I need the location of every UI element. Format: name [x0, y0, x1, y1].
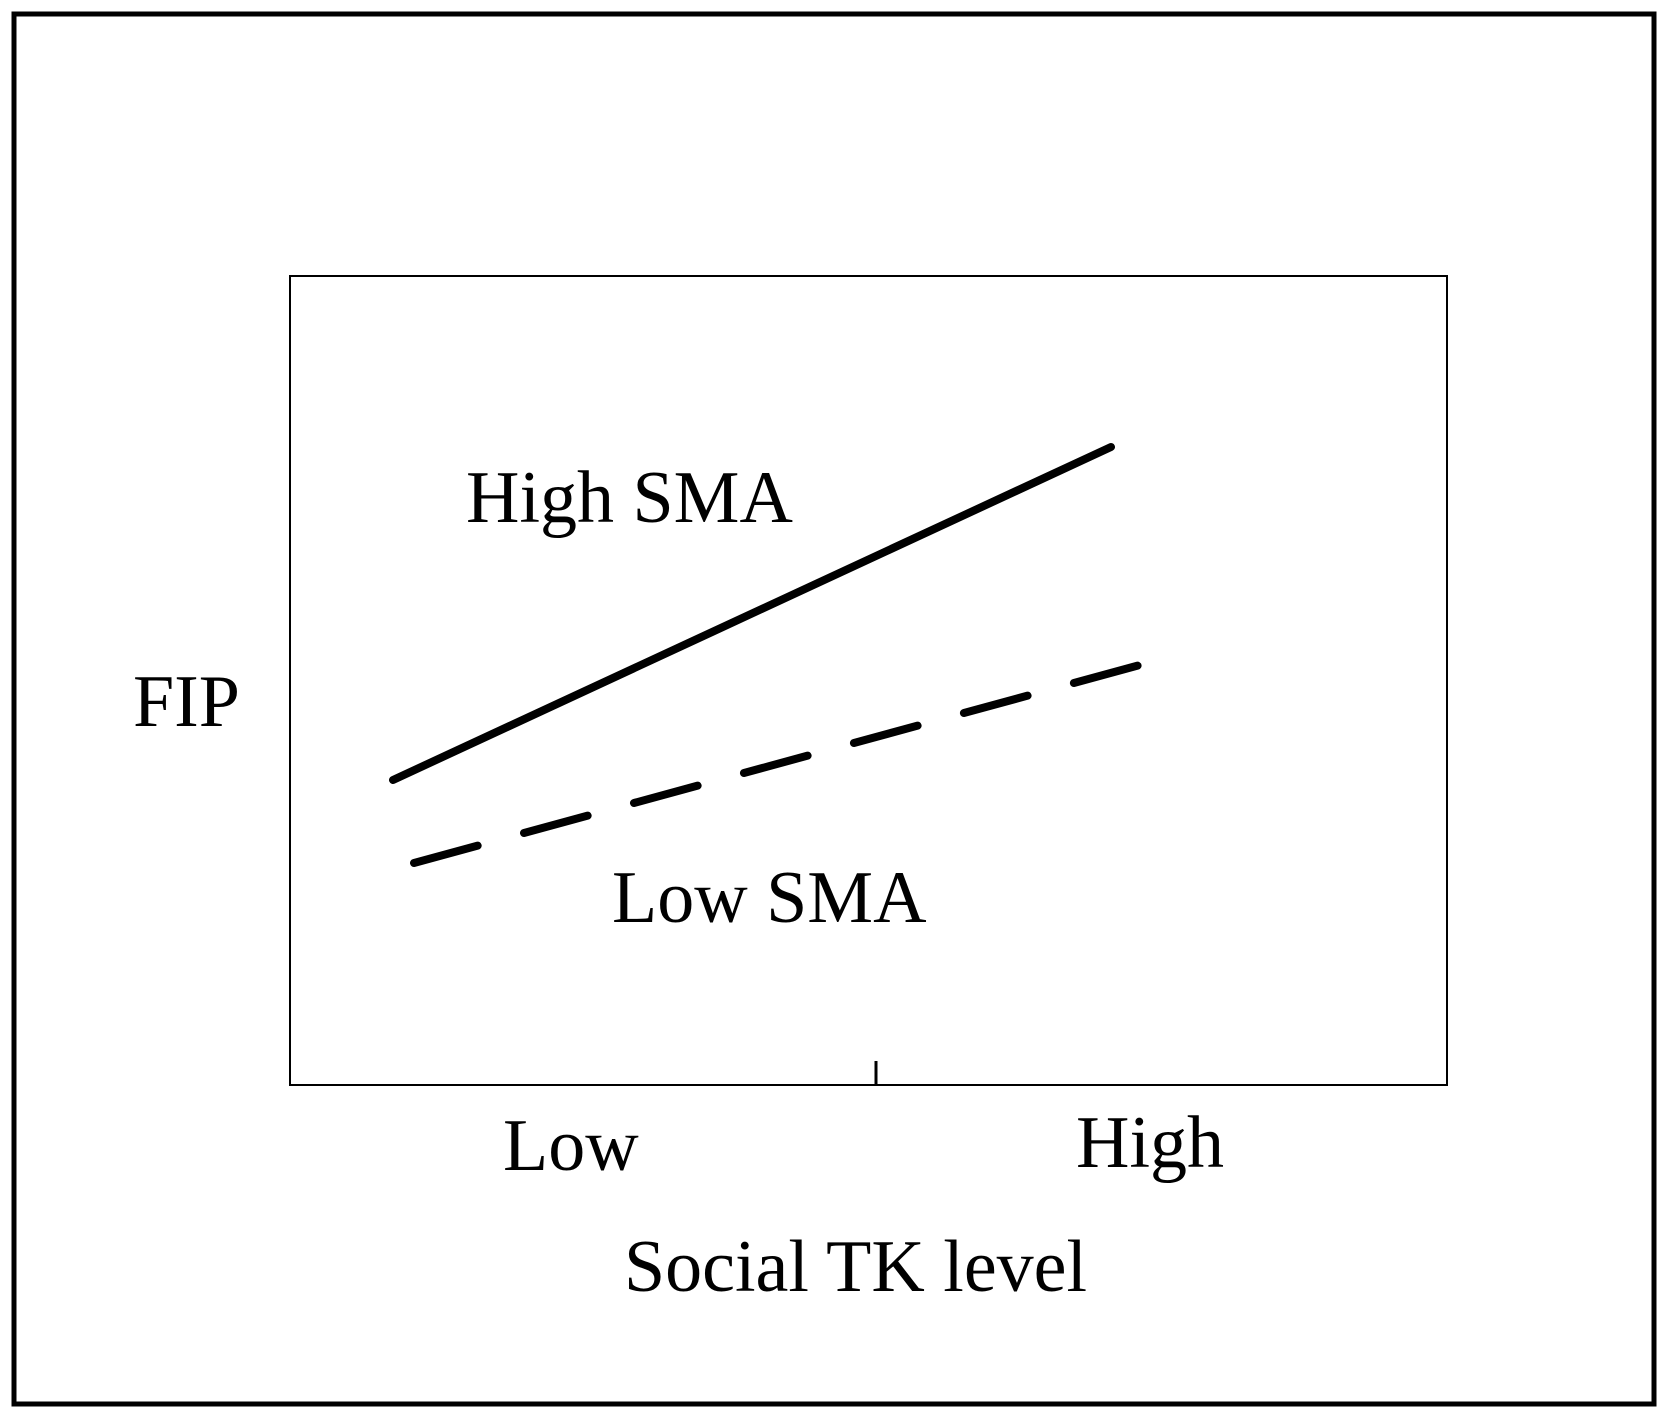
- x-axis-label: Social TK level: [624, 1226, 1087, 1308]
- series-line-low-sma: [410, 655, 1166, 867]
- series-label-high-sma: High SMA: [466, 457, 793, 539]
- x-tick-label-high: High: [1076, 1102, 1224, 1184]
- series-label-low-sma: Low SMA: [612, 857, 927, 939]
- y-axis-label: FIP: [133, 661, 240, 743]
- plot-area: [289, 275, 1448, 1086]
- x-tick-label-low: Low: [503, 1105, 639, 1187]
- series-line-high-sma: [389, 443, 1115, 784]
- outer-frame: [11, 11, 1657, 1407]
